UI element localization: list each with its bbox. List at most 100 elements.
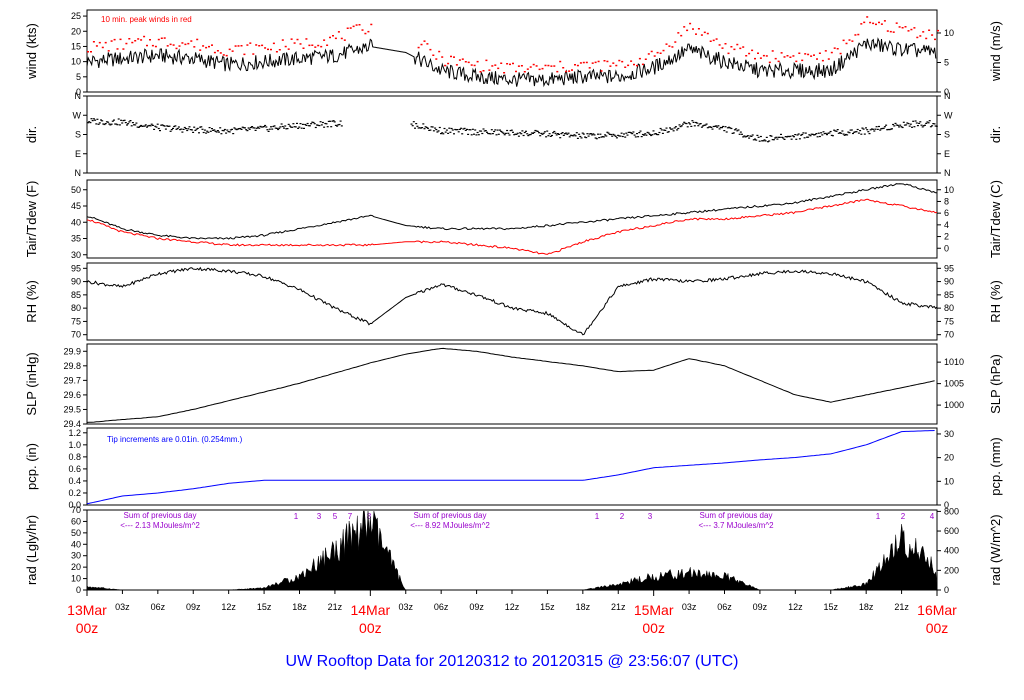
peak-wind-mark [302, 47, 305, 49]
direction-point [699, 123, 702, 125]
direction-point [613, 134, 616, 136]
peak-wind-mark [762, 54, 765, 57]
xtick-label: 12z [221, 602, 236, 612]
direction-point [580, 137, 583, 139]
direction-point [903, 124, 906, 126]
peak-wind-mark [916, 36, 919, 39]
direction-point [607, 132, 610, 134]
direction-point [300, 127, 303, 129]
peak-wind-mark [810, 55, 813, 57]
peak-wind-mark [337, 31, 340, 33]
direction-point [785, 136, 788, 138]
peak-wind-mark [178, 45, 181, 47]
direction-point [491, 133, 494, 135]
peak-wind-mark [509, 63, 511, 66]
peak-wind-mark [582, 61, 585, 64]
direction-point [225, 132, 228, 134]
direction-point [549, 135, 552, 137]
peak-wind-mark [143, 35, 146, 38]
direction-point [539, 135, 542, 137]
ytick-right-label: W [944, 110, 953, 120]
direction-point [515, 133, 518, 135]
direction-point [820, 132, 823, 134]
direction-point [95, 123, 98, 125]
peak-wind-mark [261, 44, 264, 47]
direction-point [142, 125, 145, 127]
direction-point [246, 130, 249, 132]
direction-point [137, 126, 140, 128]
peak-wind-mark [211, 44, 213, 46]
peak-wind-mark [355, 24, 358, 26]
direction-point [791, 135, 794, 137]
direction-point [454, 128, 457, 131]
ytick-left-label: 5 [76, 72, 81, 82]
ytick-left-label: S [75, 130, 81, 140]
direction-point [484, 130, 487, 132]
direction-point [623, 133, 625, 135]
peak-wind-mark [205, 46, 208, 49]
direction-point [260, 126, 263, 128]
peak-wind-mark [497, 67, 500, 70]
peak-wind-mark [482, 70, 485, 72]
peak-wind-mark [615, 64, 618, 67]
direction-point [548, 133, 551, 135]
peak-wind-mark [222, 54, 225, 56]
peak-wind-mark [320, 45, 323, 48]
direction-point [934, 125, 937, 127]
peak-wind-mark [842, 39, 845, 42]
direction-point [477, 134, 480, 136]
peak-wind-mark [146, 44, 148, 47]
peak-wind-mark [361, 29, 364, 31]
direction-point [777, 136, 780, 138]
direction-point [173, 125, 176, 128]
xtick-label: 06z [434, 602, 449, 612]
direction-point [839, 132, 841, 134]
direction-point [251, 126, 254, 128]
direction-point [287, 123, 290, 125]
peak-wind-mark [647, 53, 650, 55]
xtick-label: 18z [859, 602, 874, 612]
direction-point [189, 129, 192, 131]
peak-wind-mark [568, 70, 571, 72]
direction-point [434, 127, 437, 129]
direction-point [644, 133, 647, 135]
peak-wind-mark [792, 55, 795, 57]
xtick-label: 21z [328, 602, 343, 612]
peak-wind-mark [813, 54, 815, 56]
direction-point [809, 135, 812, 137]
peak-wind-mark [866, 16, 869, 18]
ytick-left-label: 40 [71, 539, 81, 549]
direction-point [514, 133, 517, 135]
peak-wind-mark [104, 41, 107, 44]
peak-wind-mark [228, 48, 231, 51]
direction-point [478, 130, 481, 132]
direction-point [336, 125, 339, 127]
ytick-right-label: E [944, 149, 950, 159]
peak-wind-mark [305, 38, 308, 40]
direction-point [461, 133, 464, 135]
direction-point [411, 125, 414, 127]
peak-wind-mark [659, 52, 662, 54]
peak-wind-mark [795, 60, 798, 63]
panel-rad: rad (Lgly/hr) rad (W/m^2)0102030405060700… [24, 505, 1003, 595]
peak-wind-mark [656, 51, 659, 54]
direction-point [164, 128, 167, 130]
direction-point [863, 133, 866, 135]
direction-point [803, 137, 806, 139]
hour-mark: 5 [333, 512, 338, 521]
direction-point [893, 125, 896, 127]
peak-wind-mark [453, 56, 455, 58]
direction-point [469, 129, 472, 131]
peak-wind-mark [703, 31, 706, 34]
peak-wind-mark [538, 68, 541, 71]
peak-wind-mark [724, 43, 727, 45]
direction-point [194, 129, 197, 131]
direction-point [732, 132, 735, 134]
direction-point [270, 126, 272, 128]
peak-wind-mark [668, 45, 671, 47]
peak-wind-mark [272, 42, 275, 45]
ytick-right-label: 30 [944, 429, 954, 439]
direction-point [324, 122, 327, 125]
direction-point [640, 136, 643, 138]
